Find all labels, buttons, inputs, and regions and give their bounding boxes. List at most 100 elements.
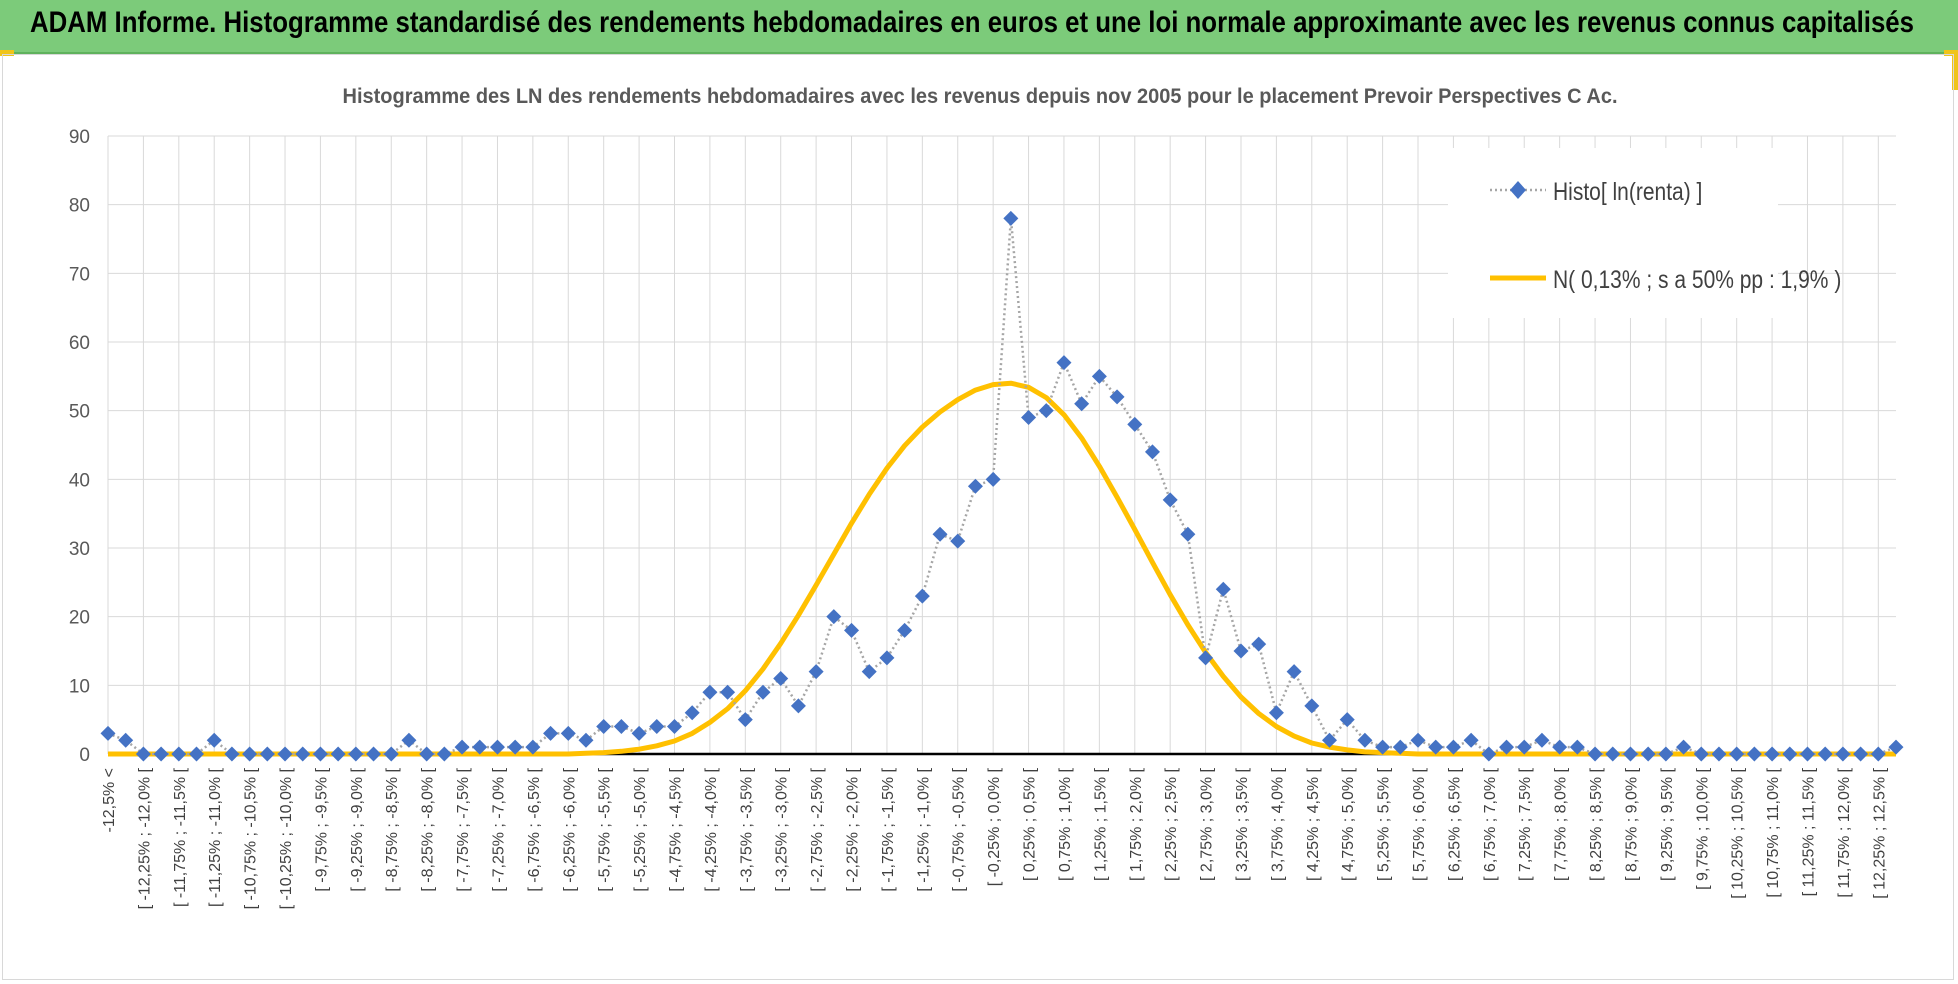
histogram-point	[1074, 396, 1090, 412]
x-tick-label: [ 2,75% ; 3,0% [	[1199, 767, 1216, 881]
histogram-point	[613, 719, 629, 735]
histogram-point	[259, 746, 275, 762]
histogram-point	[649, 719, 665, 735]
legend-label-histogram: Histo[ ln(renta) ]	[1553, 178, 1703, 206]
x-tick-label: [ -9,75% ; -9,5% [	[313, 767, 330, 891]
x-tick-label: [ -10,75% ; -10,5% [	[243, 767, 260, 909]
x-tick-label: [ -2,25% ; -2,0% [	[845, 767, 862, 891]
x-tick-label: [ 8,75% ; 9,0% [	[1623, 767, 1640, 881]
x-tick-label: [ 11,25% ; 11,5% [	[1800, 767, 1817, 896]
chart-area	[2, 54, 1954, 980]
histogram-point	[1286, 664, 1302, 680]
histogram-point	[525, 739, 541, 755]
histogram-point	[755, 684, 771, 700]
x-tick-label: [ 1,25% ; 1,5% [	[1092, 767, 1109, 881]
x-tick-label: [ -6,25% ; -6,0% [	[561, 767, 578, 891]
histogram-point	[932, 526, 948, 542]
histogram-point	[1658, 746, 1674, 762]
x-tick-label: [ -6,75% ; -6,5% [	[526, 767, 543, 891]
histogram-point	[401, 732, 417, 748]
histogram-point	[1127, 416, 1143, 432]
histogram-point	[1198, 650, 1214, 666]
x-tick-label: [ 4,25% ; 4,5% [	[1305, 767, 1322, 881]
y-tick-label: 80	[69, 196, 90, 217]
x-tick-label: [ -1,25% ; -1,0% [	[915, 767, 932, 891]
histogram-point	[1463, 732, 1479, 748]
grid-lines	[107, 135, 1896, 756]
y-tick-label: 90	[69, 127, 90, 148]
histogram-point	[1339, 712, 1355, 728]
legend-label-normal: N( 0,13% ; s a 50% pp : 1,9% )	[1553, 266, 1842, 294]
histogram-point	[1357, 732, 1373, 748]
x-tick-label: [ 3,75% ; 4,0% [	[1269, 767, 1286, 881]
x-tick-label: [ -8,25% ; -8,0% [	[420, 767, 437, 891]
histogram-point	[808, 664, 824, 680]
x-tick-label: [ -9,25% ; -9,0% [	[349, 767, 366, 891]
histogram-point	[348, 746, 364, 762]
histogram-point	[1392, 739, 1408, 755]
histogram-point	[277, 746, 293, 762]
histogram-point	[560, 725, 576, 741]
x-tick-label: [ -5,75% ; -5,5% [	[597, 767, 614, 891]
histogram-point	[1622, 746, 1638, 762]
histogram-point	[1729, 746, 1745, 762]
histogram-point	[1056, 355, 1072, 371]
x-tick-label: [ -3,25% ; -3,0% [	[774, 767, 791, 891]
histogram-point	[826, 609, 842, 625]
histogram-point	[985, 471, 1001, 487]
x-tick-label: [ -3,75% ; -3,5% [	[738, 767, 755, 891]
histogram-point	[861, 664, 877, 680]
x-tick-label: [ 10,75% ; 11,0% [	[1765, 767, 1782, 897]
histogram-point	[171, 746, 187, 762]
x-tick-label: [ 3,25% ; 3,5% [	[1234, 767, 1251, 881]
histogram-point	[914, 588, 930, 604]
x-tick-label: -12,5% <	[101, 768, 118, 832]
x-tick-label: [ -4,25% ; -4,0% [	[703, 767, 720, 891]
histogram-point	[1676, 739, 1692, 755]
x-tick-label: [ 9,25% ; 9,5% [	[1659, 767, 1676, 881]
histogram-point	[1835, 746, 1851, 762]
histogram-point	[1888, 739, 1904, 755]
y-tick-label: 20	[69, 608, 90, 629]
x-tick-label: [ -11,25% ; -11,0% [	[207, 767, 224, 907]
histogram-point	[1693, 746, 1709, 762]
histogram-point	[118, 732, 134, 748]
histogram-point	[1534, 732, 1550, 748]
y-tick-label: 50	[69, 402, 90, 423]
series-layer	[100, 210, 1904, 762]
x-tick-label: [ -1,75% ; -1,5% [	[880, 767, 897, 891]
histogram-point	[189, 746, 205, 762]
y-tick-label: 0	[79, 745, 90, 766]
y-tick-label: 40	[69, 470, 90, 491]
histogram-point	[206, 732, 222, 748]
x-tick-label: [ -7,25% ; -7,0% [	[490, 767, 507, 891]
histogram-point	[1605, 746, 1621, 762]
histogram-point	[436, 746, 452, 762]
histogram-point	[454, 739, 470, 755]
x-tick-label: [ -12,25% ; -12,0% [	[136, 767, 153, 909]
histogram-point	[1091, 368, 1107, 384]
x-tick-label: [ 0,25% ; 0,5% [	[1022, 767, 1039, 881]
x-tick-label: [ -10,25% ; -10,0% [	[278, 767, 295, 909]
histogram-point	[1109, 389, 1125, 405]
histogram-point	[596, 719, 612, 735]
histogram-point	[578, 732, 594, 748]
histogram-point	[1144, 444, 1160, 460]
x-tick-label: [ 5,75% ; 6,0% [	[1411, 767, 1428, 881]
histogram-point	[1552, 739, 1568, 755]
histogram-point	[1481, 746, 1497, 762]
x-tick-label: [ -0,75% ; -0,5% [	[951, 767, 968, 891]
histogram-point	[383, 746, 399, 762]
diamond-marker-icon	[1490, 181, 1546, 199]
y-tick-label: 60	[69, 333, 90, 354]
histogram-point	[1764, 746, 1780, 762]
histogram-point	[1304, 698, 1320, 714]
histogram-point	[1746, 746, 1762, 762]
x-tick-label: [ 7,25% ; 7,5% [	[1517, 767, 1534, 881]
histogram-point	[1428, 739, 1444, 755]
histogram-point	[153, 746, 169, 762]
histogram-point	[1410, 732, 1426, 748]
x-tick-label: [ -0,25% ; 0,0% [	[986, 767, 1003, 886]
histogram-point	[1038, 403, 1054, 419]
legend: Histo[ ln(renta) ] N( 0,13% ; s a 50% pp…	[1448, 148, 1841, 318]
